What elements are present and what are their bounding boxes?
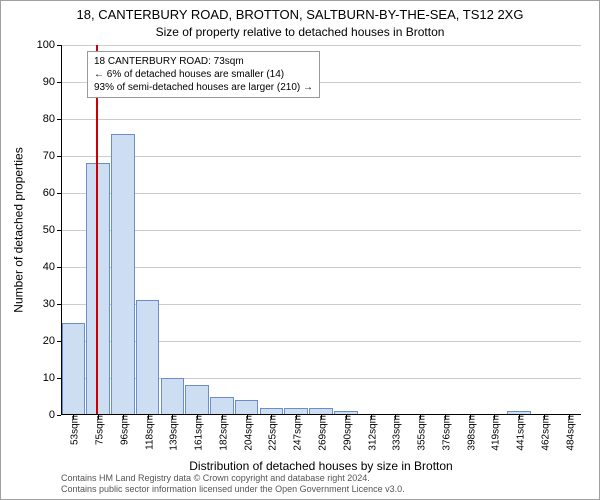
y-tick-label: 40	[43, 261, 61, 273]
x-tick-label: 269sqm	[314, 415, 329, 451]
x-tick-label: 376sqm	[437, 415, 452, 451]
gridline	[61, 156, 581, 157]
footer-line-2: Contains public sector information licen…	[61, 484, 405, 495]
histogram-bar	[136, 300, 160, 415]
gridline	[61, 119, 581, 120]
reference-line	[96, 45, 98, 415]
y-tick-label: 100	[37, 39, 61, 51]
annotation-line-3: 93% of semi-detached houses are larger (…	[94, 81, 313, 94]
x-tick-label: 312sqm	[363, 415, 378, 451]
x-tick-label: 96sqm	[115, 415, 130, 445]
y-tick-label: 70	[43, 150, 61, 162]
x-tick-label: 355sqm	[413, 415, 428, 451]
histogram-bar	[161, 378, 185, 415]
y-tick-label: 10	[43, 372, 61, 384]
x-axis-line	[61, 414, 581, 415]
gridline	[61, 45, 581, 46]
x-tick-label: 182sqm	[214, 415, 229, 451]
x-tick-label: 118sqm	[140, 415, 155, 450]
y-tick-label: 20	[43, 335, 61, 347]
y-tick-label: 60	[43, 187, 61, 199]
x-axis-label: Distribution of detached houses by size …	[61, 459, 581, 473]
histogram-bar	[185, 385, 209, 415]
gridline	[61, 267, 581, 268]
y-axis-label-text: Number of detached properties	[12, 147, 26, 312]
x-tick-label: 139sqm	[165, 415, 180, 451]
x-tick-label: 333sqm	[388, 415, 403, 451]
x-tick-label: 441sqm	[512, 415, 527, 451]
x-tick-label: 484sqm	[561, 415, 576, 451]
y-tick-label: 30	[43, 298, 61, 310]
annotation-line-2: ← 6% of detached houses are smaller (14)	[94, 68, 313, 81]
histogram-bar	[210, 397, 234, 416]
x-tick-label: 419sqm	[487, 415, 502, 451]
plot-area: 010203040506070809010053sqm75sqm96sqm118…	[61, 45, 581, 415]
gridline	[61, 230, 581, 231]
annotation-line-1: 18 CANTERBURY ROAD: 73sqm	[94, 55, 313, 68]
gridline	[61, 193, 581, 194]
y-tick-label: 0	[49, 409, 61, 421]
x-tick-label: 204sqm	[239, 415, 254, 451]
x-tick-label: 462sqm	[536, 415, 551, 451]
x-tick-label: 247sqm	[289, 415, 304, 451]
y-tick-label: 50	[43, 224, 61, 236]
x-tick-label: 398sqm	[462, 415, 477, 451]
annotation-box: 18 CANTERBURY ROAD: 73sqm← 6% of detache…	[87, 51, 320, 98]
x-tick-label: 53sqm	[66, 415, 81, 445]
histogram-bar	[235, 400, 259, 415]
footer-line-1: Contains HM Land Registry data © Crown c…	[61, 473, 405, 484]
page-title: 18, CANTERBURY ROAD, BROTTON, SALTBURN-B…	[1, 7, 599, 22]
y-tick-label: 80	[43, 113, 61, 125]
footer-attribution: Contains HM Land Registry data © Crown c…	[61, 473, 405, 495]
y-axis-line	[61, 45, 62, 415]
y-axis-label: Number of detached properties	[11, 45, 27, 415]
chart-container: 18, CANTERBURY ROAD, BROTTON, SALTBURN-B…	[0, 0, 600, 500]
histogram-bar	[62, 323, 86, 416]
histogram-bar	[111, 134, 135, 415]
histogram-bar	[86, 163, 110, 415]
page-subtitle: Size of property relative to detached ho…	[1, 25, 599, 39]
x-tick-label: 225sqm	[264, 415, 279, 451]
y-tick-label: 90	[43, 76, 61, 88]
x-tick-label: 75sqm	[91, 415, 106, 445]
x-tick-label: 290sqm	[338, 415, 353, 451]
x-tick-label: 161sqm	[190, 415, 205, 451]
